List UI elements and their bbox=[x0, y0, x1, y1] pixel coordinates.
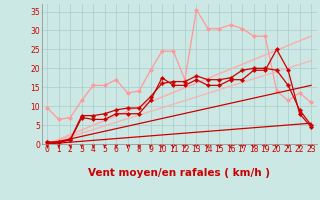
X-axis label: Vent moyen/en rafales ( km/h ): Vent moyen/en rafales ( km/h ) bbox=[88, 168, 270, 178]
